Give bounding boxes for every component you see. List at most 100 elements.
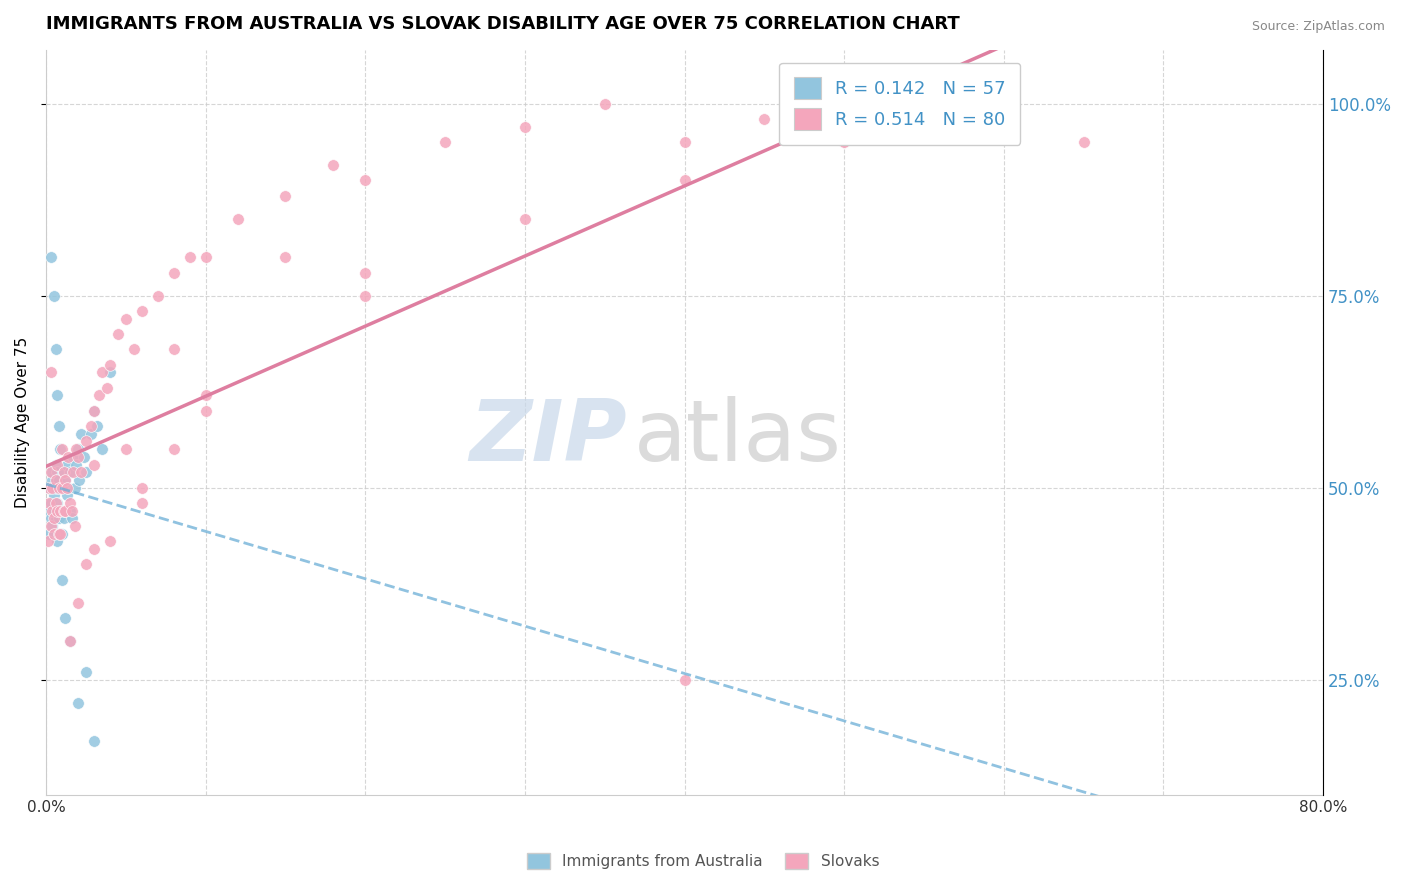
Point: [131, 481, 153, 495]
Point: [98, 534, 121, 549]
Point: [45, 458, 67, 472]
Point: [49, 526, 72, 541]
Point: [274, 188, 297, 202]
Point: [39, 511, 62, 525]
Point: [194, 250, 217, 264]
Point: [593, 96, 616, 111]
Point: [70, 465, 93, 479]
Point: [42, 488, 65, 502]
Point: [60, 503, 83, 517]
Point: [354, 173, 377, 187]
Point: [75, 434, 97, 449]
Point: [51, 573, 73, 587]
Point: [179, 250, 201, 264]
Point: [45, 473, 67, 487]
Point: [673, 173, 696, 187]
Point: [69, 473, 91, 487]
Point: [66, 442, 89, 457]
Text: ZIP: ZIP: [470, 396, 627, 479]
Point: [52, 511, 75, 525]
Point: [65, 458, 87, 472]
Point: [42, 511, 65, 525]
Point: [194, 388, 217, 402]
Legend: R = 0.142   N = 57, R = 0.514   N = 80: R = 0.142 N = 57, R = 0.514 N = 80: [779, 62, 1021, 145]
Point: [46, 496, 69, 510]
Point: [55, 488, 77, 502]
Point: [39, 465, 62, 479]
Point: [38, 481, 60, 495]
Point: [73, 450, 96, 464]
Point: [41, 481, 63, 495]
Point: [79, 419, 101, 434]
Point: [49, 503, 72, 517]
Point: [354, 288, 377, 302]
Point: [52, 503, 75, 517]
Point: [53, 503, 76, 517]
Point: [226, 211, 249, 226]
Point: [87, 388, 110, 402]
Point: [66, 596, 89, 610]
Point: [37, 503, 59, 517]
Point: [55, 458, 77, 472]
Point: [322, 158, 344, 172]
Point: [48, 481, 70, 495]
Point: [993, 96, 1015, 111]
Point: [51, 481, 73, 495]
Point: [51, 526, 73, 541]
Point: [45, 511, 67, 525]
Point: [96, 381, 118, 395]
Point: [98, 365, 121, 379]
Point: [39, 519, 62, 533]
Point: [39, 365, 62, 379]
Point: [832, 135, 855, 149]
Point: [42, 526, 65, 541]
Point: [48, 511, 70, 525]
Point: [41, 465, 63, 479]
Y-axis label: Disability Age Over 75: Disability Age Over 75: [15, 336, 30, 508]
Legend: Immigrants from Australia, Slovaks: Immigrants from Australia, Slovaks: [520, 847, 886, 875]
Point: [65, 442, 87, 457]
Point: [66, 450, 89, 464]
Point: [63, 481, 86, 495]
Point: [60, 511, 83, 525]
Point: [52, 465, 75, 479]
Point: [45, 343, 67, 357]
Point: [90, 365, 112, 379]
Point: [83, 458, 105, 472]
Point: [41, 473, 63, 487]
Point: [274, 250, 297, 264]
Point: [46, 388, 69, 402]
Point: [46, 458, 69, 472]
Point: [46, 534, 69, 549]
Point: [38, 481, 60, 495]
Point: [79, 426, 101, 441]
Text: Source: ZipAtlas.com: Source: ZipAtlas.com: [1251, 20, 1385, 33]
Point: [42, 526, 65, 541]
Point: [59, 634, 82, 648]
Point: [83, 403, 105, 417]
Point: [41, 503, 63, 517]
Point: [49, 503, 72, 517]
Point: [63, 519, 86, 533]
Point: [194, 403, 217, 417]
Point: [75, 465, 97, 479]
Point: [83, 734, 105, 748]
Point: [131, 304, 153, 318]
Point: [53, 503, 76, 517]
Point: [131, 496, 153, 510]
Point: [62, 450, 84, 464]
Point: [59, 496, 82, 510]
Point: [673, 673, 696, 687]
Point: [45, 496, 67, 510]
Text: atlas: atlas: [634, 396, 841, 479]
Point: [48, 419, 70, 434]
Point: [53, 473, 76, 487]
Point: [42, 288, 65, 302]
Point: [114, 311, 136, 326]
Point: [70, 426, 93, 441]
Point: [48, 526, 70, 541]
Point: [37, 534, 59, 549]
Point: [62, 465, 84, 479]
Point: [58, 481, 80, 495]
Text: IMMIGRANTS FROM AUSTRALIA VS SLOVAK DISABILITY AGE OVER 75 CORRELATION CHART: IMMIGRANTS FROM AUSTRALIA VS SLOVAK DISA…: [46, 15, 960, 33]
